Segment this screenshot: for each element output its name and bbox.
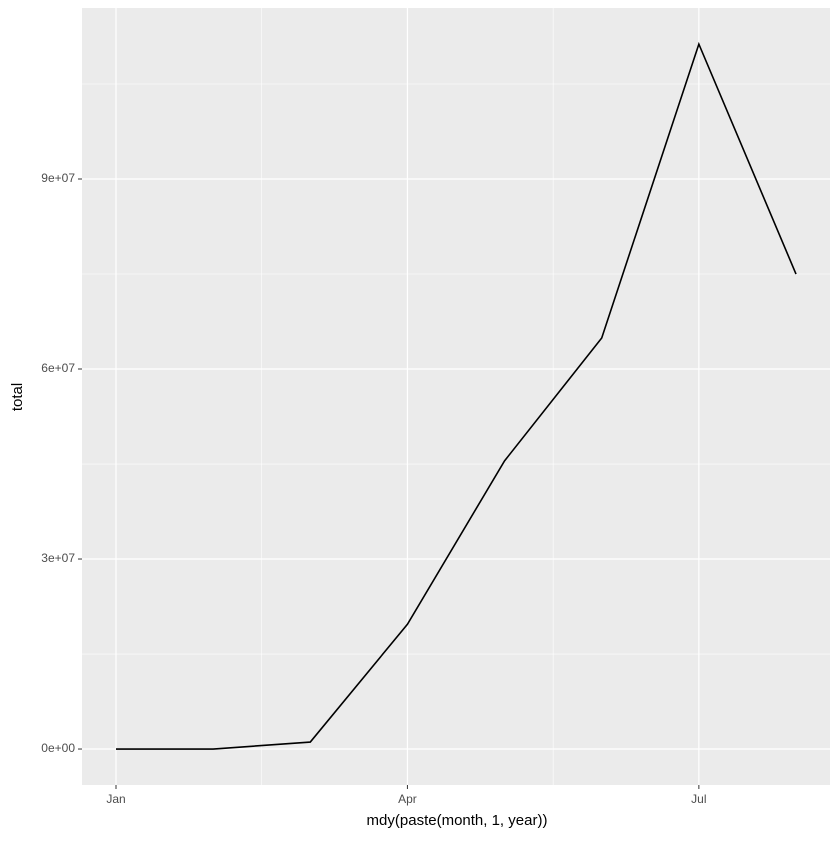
y-tick-label: 3e+07 <box>41 551 75 565</box>
x-tick-label: Jul <box>691 792 706 806</box>
panel <box>82 8 830 785</box>
x-tick-label: Jan <box>106 792 125 806</box>
y-tick-label: 9e+07 <box>41 171 75 185</box>
y-tick-label: 0e+00 <box>41 741 75 755</box>
line <box>116 41 797 750</box>
x-tick-label: Apr <box>398 792 417 806</box>
x-axis-title: mdy(paste(month, 1, year)) <box>367 812 548 829</box>
y-tick-label: 6e+07 <box>41 361 75 375</box>
y-axis-title: total <box>9 383 26 411</box>
